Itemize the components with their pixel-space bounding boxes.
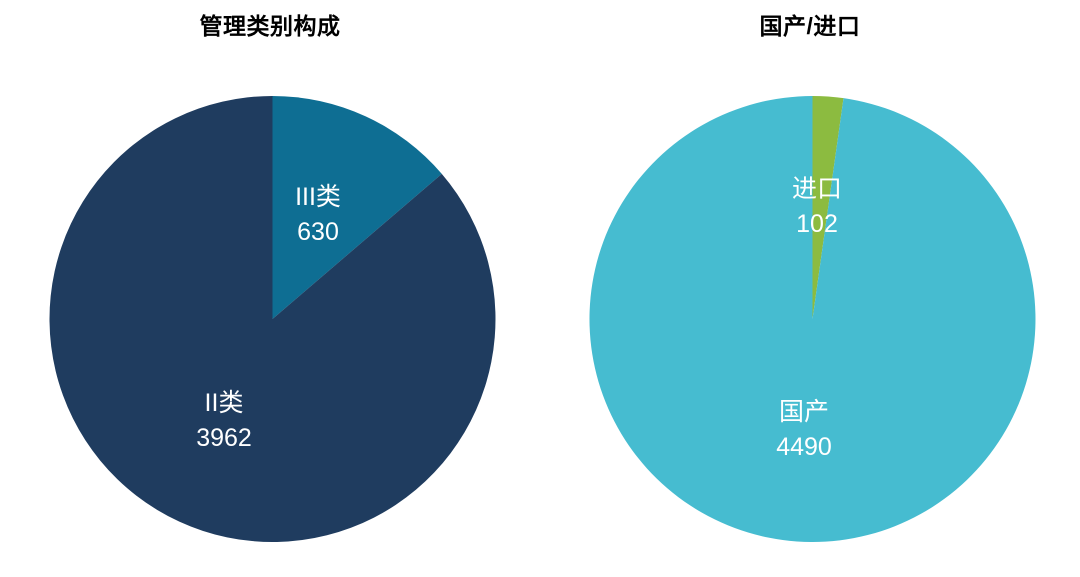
- pie-slice-II类: [49, 96, 496, 543]
- pie-slice-国产: [589, 96, 1036, 543]
- pie-slice-III类: [272, 96, 442, 319]
- chart-title-domestic-import: 国产/进口: [759, 13, 861, 39]
- pie-domestic-import: [589, 96, 1036, 543]
- pie-slice-进口: [812, 96, 844, 319]
- chart-title-management-category: 管理类别构成: [199, 13, 341, 39]
- pie-chart-management-category: 管理类别构成 III类 630 II类 3962: [49, 13, 496, 543]
- pie-chart-domestic-import: 国产/进口 进口 102 国产 4490: [540, 0, 1080, 577]
- pie-management-category: [49, 96, 496, 543]
